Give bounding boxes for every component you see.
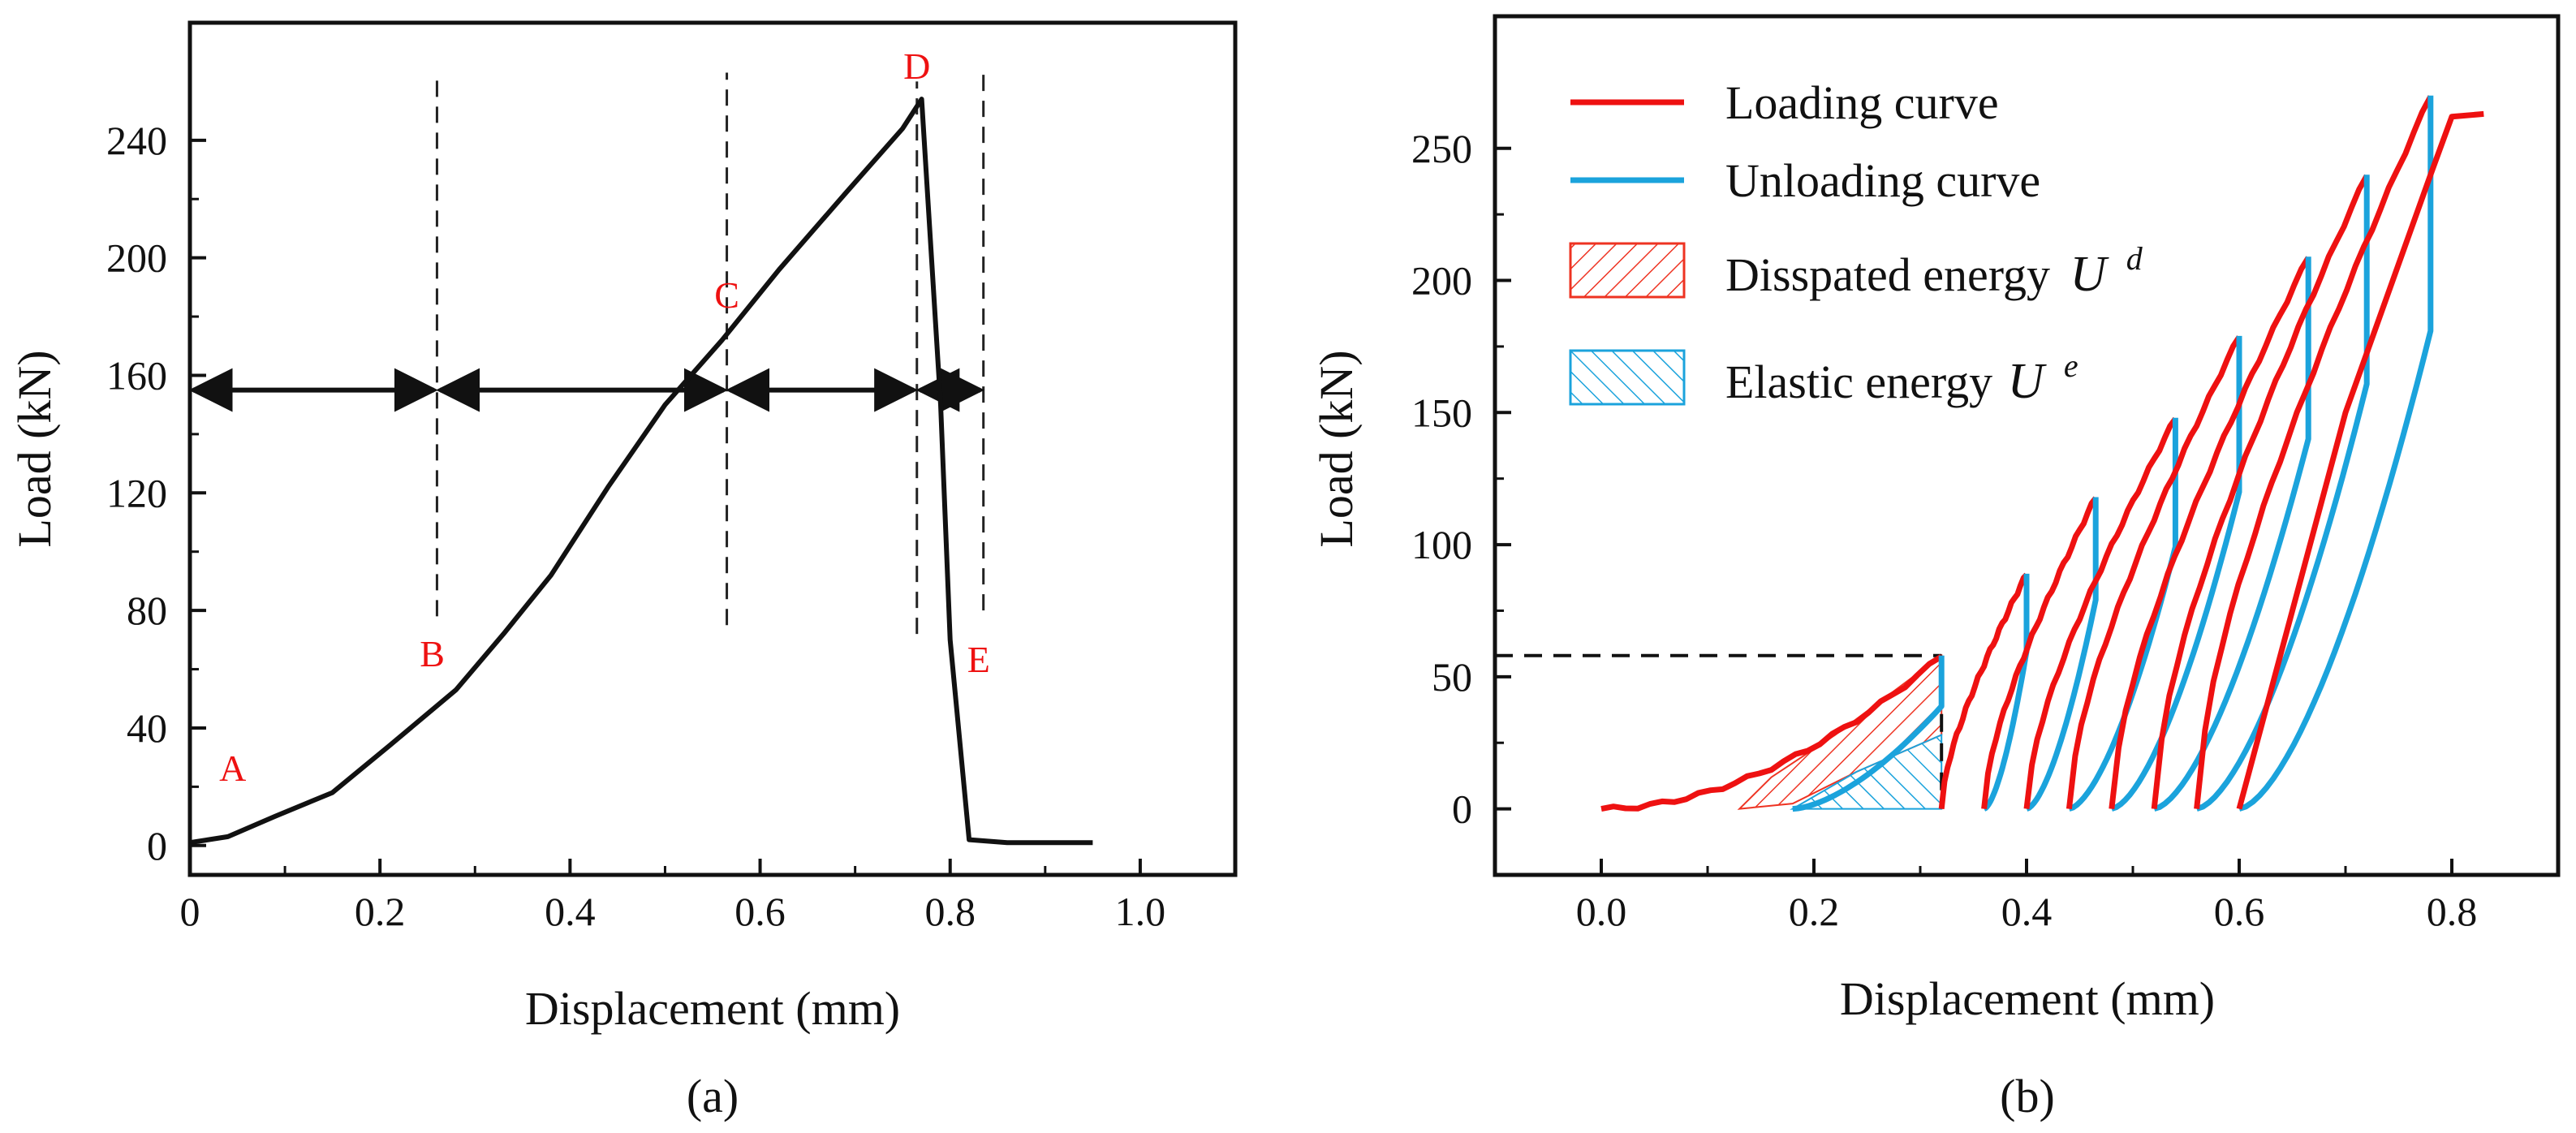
chart-a-ytick-label: 200	[106, 235, 167, 281]
chart-a-point-label: A	[219, 747, 246, 789]
legend-dissipated-superscript: d	[2126, 240, 2143, 277]
chart-a-xtick-label: 0.4	[545, 889, 596, 934]
chart-b-ytick-label: 200	[1411, 258, 1472, 304]
chart-a-caption: (a)	[687, 1070, 739, 1122]
loading-curve-cycle	[2151, 174, 2370, 809]
chart-b-ylabel: Load (kN)	[1310, 350, 1363, 547]
unloading-curve-cycle	[1983, 573, 2030, 812]
legend-unloading-label: Unloading curve	[1725, 154, 2040, 207]
chart-a-point-label: D	[903, 45, 930, 87]
chart-a-xtick-label: 0	[180, 889, 200, 934]
chart-a-point-label: C	[714, 274, 739, 316]
chart-a-ytick-label: 240	[106, 118, 167, 163]
chart-b-ytick-label: 150	[1411, 390, 1472, 435]
chart-a-xtick-label: 0.8	[924, 889, 976, 934]
chart-a-ytick-label: 80	[127, 588, 167, 633]
chart-a-point-label: E	[967, 639, 990, 680]
chart-a-xtick-label: 1.0	[1115, 889, 1166, 934]
legend-elastic-superscript: e	[2064, 347, 2078, 384]
unloading-curve-cycle	[2025, 497, 2099, 812]
chart-b-cycles	[1600, 95, 2484, 812]
loading-curve-cycle	[2066, 335, 2242, 810]
chart-b-ytick-label: 100	[1411, 522, 1472, 567]
legend-dissipated-swatch	[1569, 242, 1686, 299]
chart-a-ylabel: Load (kN)	[8, 350, 61, 547]
chart-a-point-label: B	[420, 633, 445, 674]
chart-a-xlabel: Displacement (mm)	[525, 982, 900, 1035]
chart-b-xtick-label: 0.4	[2001, 889, 2053, 934]
chart-a-ytick-label: 40	[127, 705, 167, 751]
loading-curve-cycle	[2023, 416, 2178, 810]
legend-elastic-swatch	[1569, 349, 1686, 406]
chart-a-ticks: 0 0.2 0.4 0.6 0.8 1.0 0 40 80 120 160 200 240	[106, 118, 1165, 934]
legend-elastic-label: Elastic energy	[1725, 355, 1992, 408]
chart-b-legend: Loading curve Unloading curve Disspated …	[1569, 76, 2143, 409]
legend-elastic-symbol: U	[2008, 354, 2048, 409]
chart-b-xtick-label: 0.6	[2214, 889, 2265, 934]
chart-b: 0.0 0.2 0.4 0.6 0.8 0 50 100 150 200 250 Loading c…	[1310, 14, 2561, 1122]
chart-b-xtick-label: 0.0	[1576, 889, 1627, 934]
unloading-curve-cycle	[1792, 655, 1945, 812]
unloading-curve-cycle	[2110, 335, 2242, 812]
chart-a-series-line	[189, 97, 1093, 846]
chart-a-xtick-label: 0.2	[355, 889, 406, 934]
loading-curve-cycle	[2109, 256, 2311, 810]
chart-b-xtick-label: 0.2	[1789, 889, 1840, 934]
loading-curve-cycle	[1600, 653, 1944, 812]
chart-a-ytick-label: 160	[106, 352, 167, 398]
chart-a-ytick-label: 120	[106, 470, 167, 515]
legend-dissipated-symbol: U	[2070, 247, 2110, 302]
unloading-curve-cycle	[2238, 95, 2434, 812]
legend-loading-label: Loading curve	[1725, 76, 1999, 129]
loading-curve-cycle	[2194, 95, 2433, 809]
chart-a-point-labels: A B C D E	[219, 45, 990, 789]
chart-a-ytick-label: 0	[147, 823, 167, 868]
chart-b-ytick-label: 250	[1411, 126, 1472, 171]
svg-text:Elastic energy U: Elastic energy U e	[1725, 347, 2078, 409]
chart-a-dashed-lines	[435, 72, 985, 635]
svg-text:Disspated energy U: Disspated energy U d	[1725, 240, 2143, 302]
chart-b-caption: (b)	[2000, 1070, 2055, 1122]
chart-b-ytick-label: 0	[1452, 786, 1472, 832]
loading-curve-cycle	[1938, 572, 2029, 809]
loading-curve-cycle	[1981, 496, 2098, 809]
chart-b-xtick-label: 0.8	[2427, 889, 2478, 934]
unloading-curve-cycle	[2153, 256, 2311, 812]
chart-b-ytick-label: 50	[1432, 654, 1472, 700]
chart-b-ticks: 0.0 0.2 0.4 0.6 0.8 0 50 100 150 200 250	[1411, 126, 2477, 934]
chart-b-xlabel: Displacement (mm)	[1840, 972, 2215, 1025]
chart-a-frame	[187, 20, 1238, 877]
legend-dissipated-label: Disspated energy	[1725, 248, 2050, 301]
loading-curve-final	[2236, 110, 2484, 810]
unloading-curve-cycle	[2195, 174, 2370, 812]
chart-a-xtick-label: 0.6	[734, 889, 786, 934]
